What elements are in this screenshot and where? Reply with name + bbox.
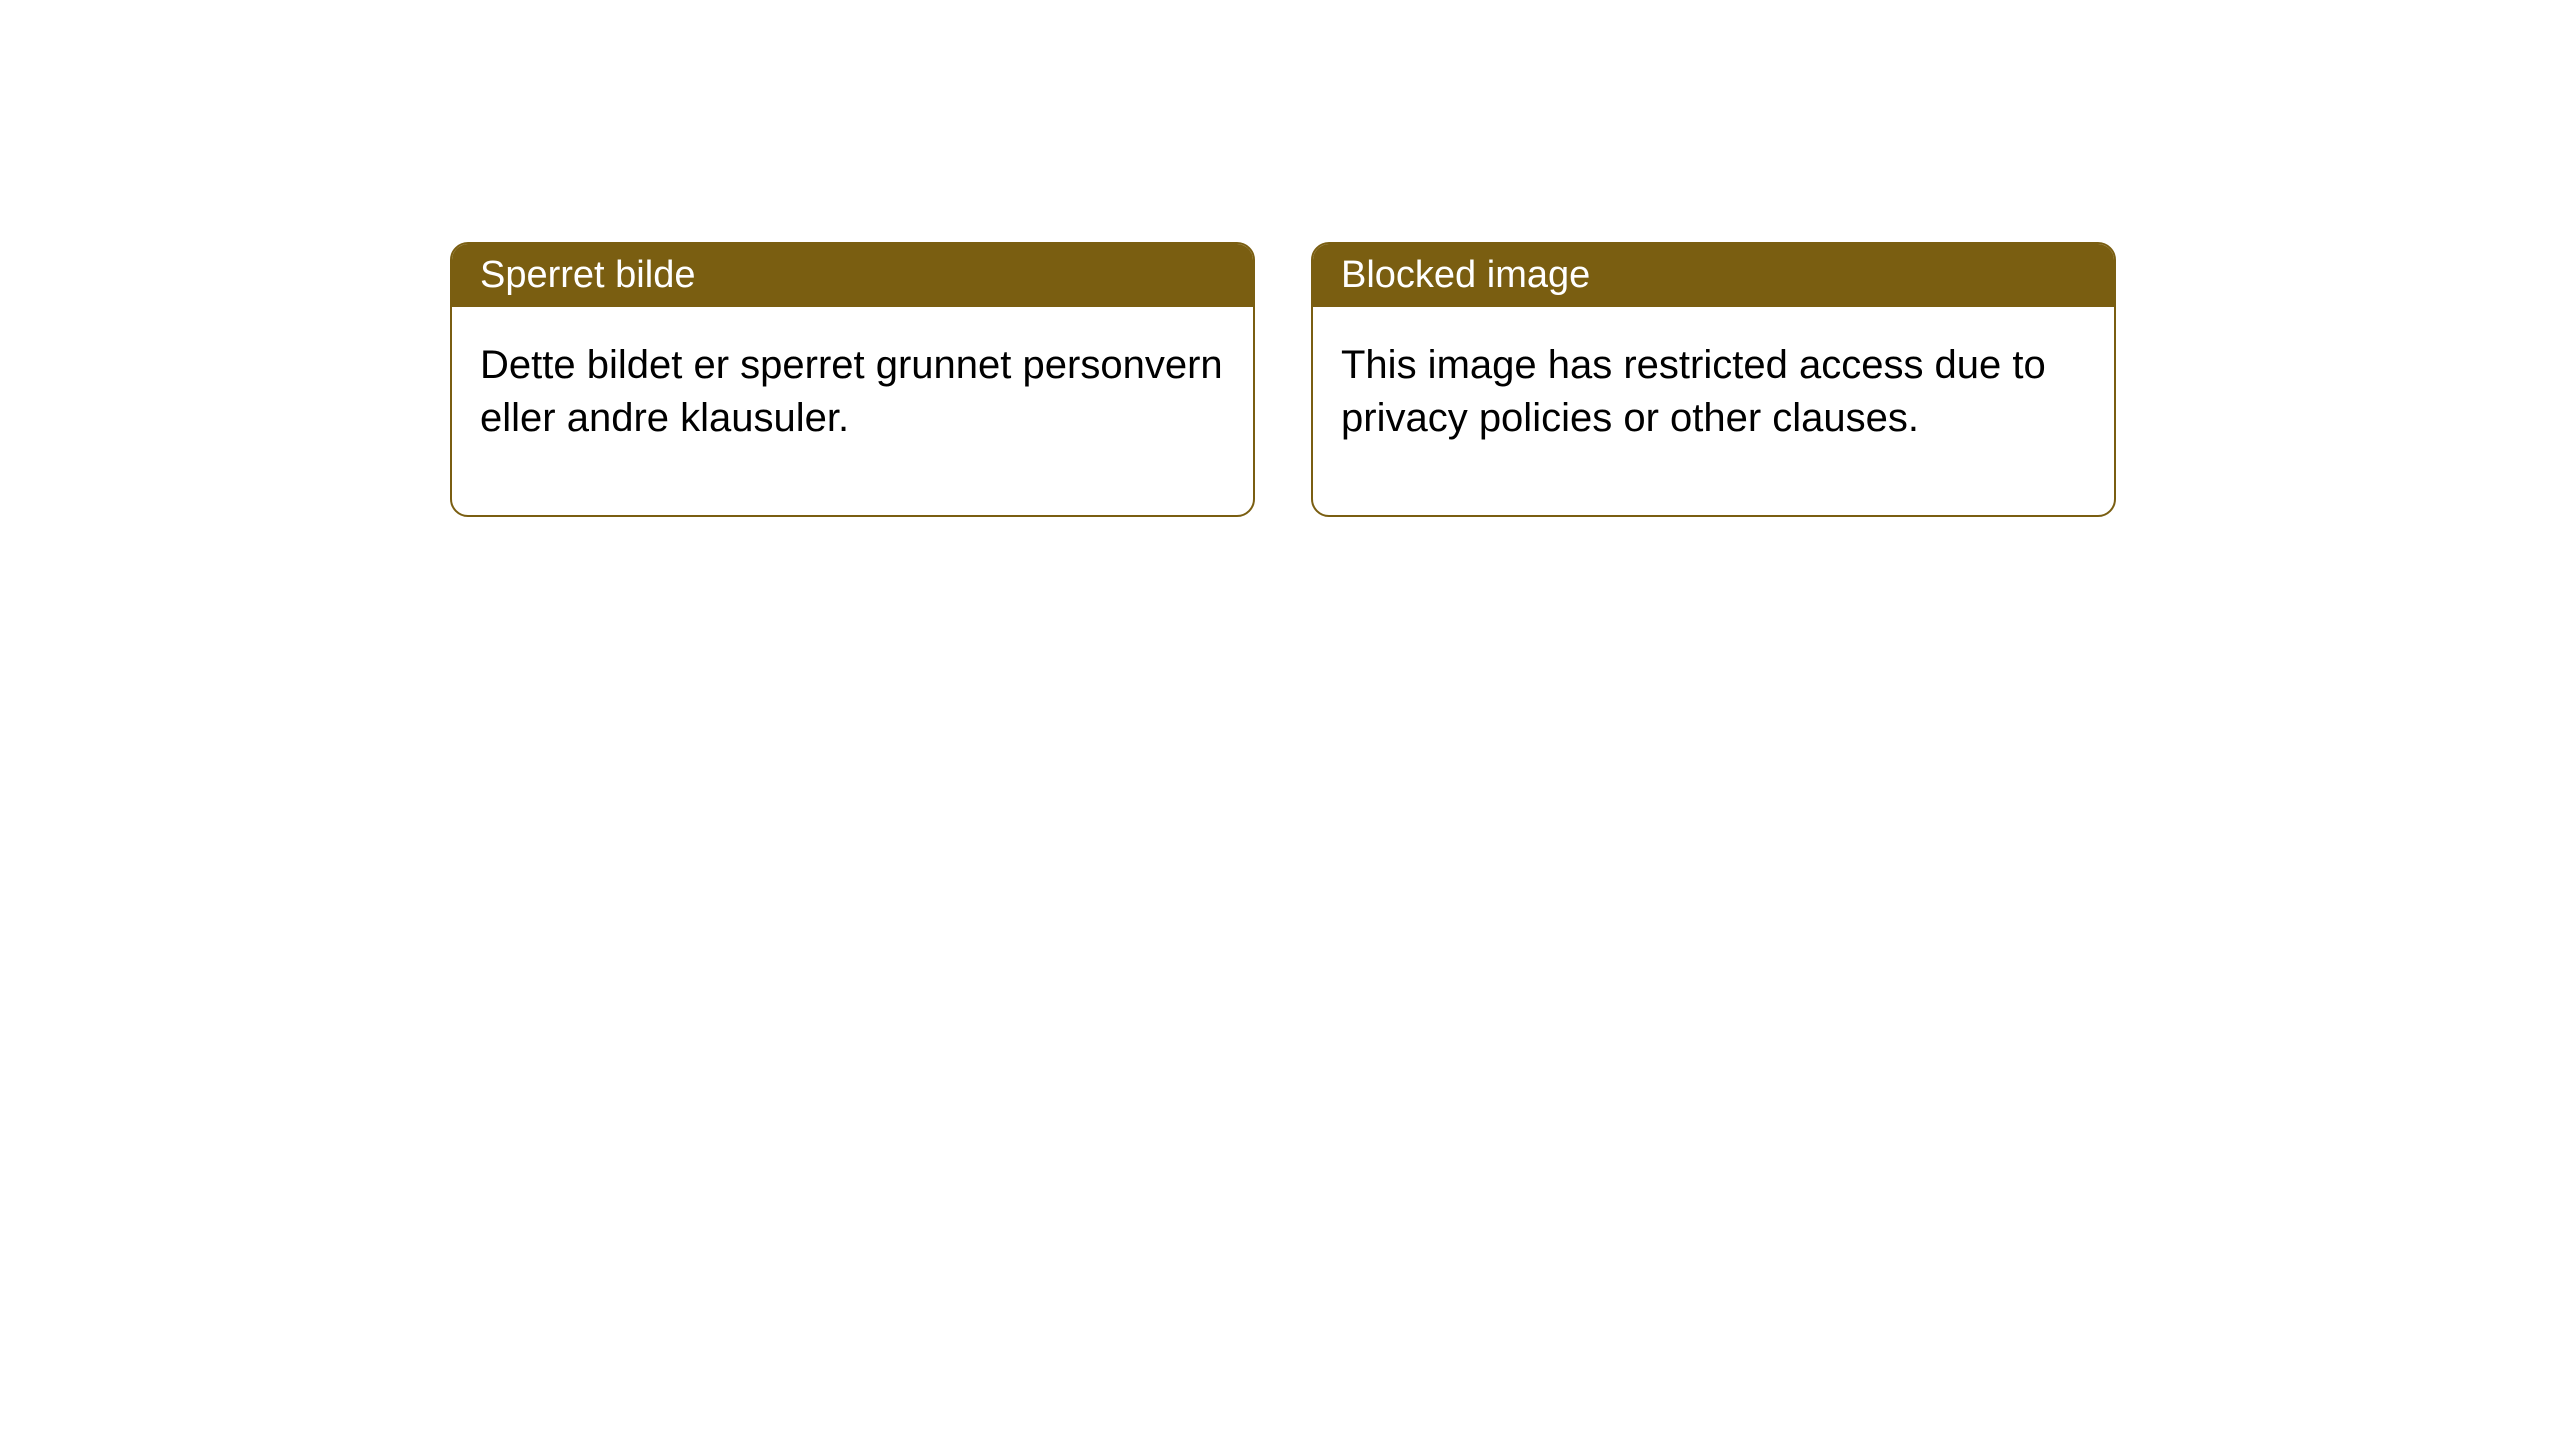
notice-card-norwegian: Sperret bilde Dette bildet er sperret gr… — [450, 242, 1255, 517]
notice-body-english: This image has restricted access due to … — [1313, 307, 2114, 515]
notice-card-english: Blocked image This image has restricted … — [1311, 242, 2116, 517]
notice-header-english: Blocked image — [1313, 244, 2114, 307]
notice-container: Sperret bilde Dette bildet er sperret gr… — [450, 242, 2116, 517]
notice-body-norwegian: Dette bildet er sperret grunnet personve… — [452, 307, 1253, 515]
notice-header-norwegian: Sperret bilde — [452, 244, 1253, 307]
